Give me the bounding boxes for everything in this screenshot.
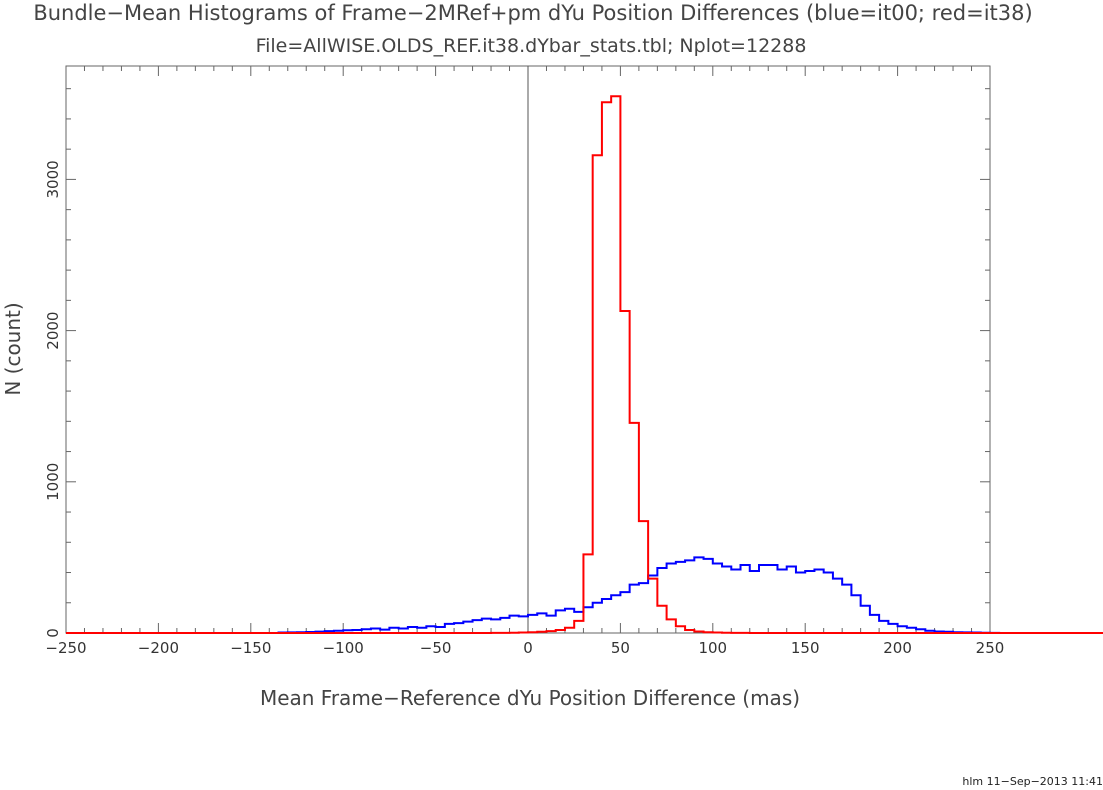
y-tick-label: 0 (44, 628, 62, 638)
chart-title: Bundle−Mean Histograms of Frame−2MRef+pm… (33, 1, 1032, 25)
x-tick-label: 50 (611, 639, 630, 657)
chart-subtitle: File=AllWISE.OLDS_REF.it38.dYbar_stats.t… (256, 35, 807, 57)
tick-labels: −250 −200 −150 −100 −50 0 50 100 150 200 250 0 1000 2… (44, 160, 1004, 657)
y-tick-label: 3000 (44, 160, 62, 198)
series-red-it38 (66, 95, 1103, 634)
x-tick-label: 250 (976, 639, 1005, 657)
x-tick-label: 100 (698, 639, 727, 657)
y-tick-label: 2000 (44, 312, 62, 350)
x-tick-label: −150 (230, 639, 271, 657)
x-tick-label: −200 (138, 639, 179, 657)
y-tick-label: 1000 (44, 463, 62, 501)
x-axis-label: Mean Frame−Reference dYu Position Differ… (260, 686, 800, 710)
x-tick-label: −50 (420, 639, 452, 657)
x-tick-label: −100 (323, 639, 364, 657)
x-tick-label: 0 (523, 639, 533, 657)
x-tick-label: 200 (883, 639, 912, 657)
x-tick-label: 150 (791, 639, 820, 657)
footer-stamp: hlm 11−Sep−2013 11:41 (962, 775, 1103, 788)
series-blue-it00 (66, 556, 1103, 634)
x-tick-label: −250 (45, 639, 86, 657)
y-axis-label: N (count) (1, 302, 25, 395)
